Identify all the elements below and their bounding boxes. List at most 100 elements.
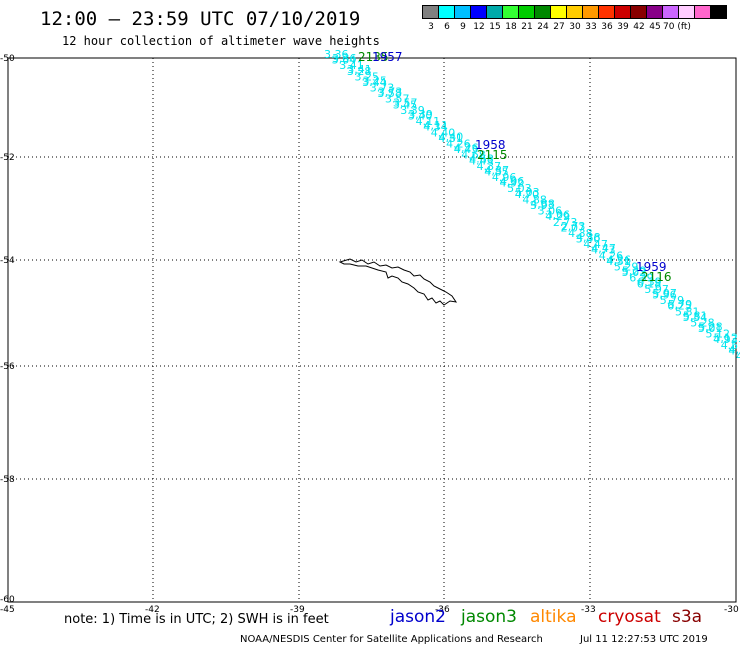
wave-height-value: 4.88 xyxy=(522,193,547,206)
color-legend-label: 9 xyxy=(460,22,466,32)
wave-height-value: 4.31 xyxy=(438,132,463,145)
lon-label: -39 xyxy=(290,605,305,615)
wave-height-value: 5.79 xyxy=(668,298,693,311)
wave-height-value: 3.36 xyxy=(324,48,349,61)
wave-height-value: 3.36 xyxy=(332,52,357,65)
wave-height-value: 5.03 xyxy=(515,186,540,199)
satellite-legend-cryosat: cryosat xyxy=(598,607,661,627)
wave-height-value: 2.73 xyxy=(553,216,578,229)
satellite-legend-jason2: jason2 xyxy=(390,607,446,627)
lon-label: -33 xyxy=(581,605,596,615)
color-legend-label: 45 xyxy=(649,22,661,32)
wave-height-value: 4.43 xyxy=(469,154,494,167)
wave-height-value: 4.40 xyxy=(439,130,464,143)
time-labels: 2135 1957 1958 2115 1959 2116 xyxy=(358,50,672,284)
satellite-legend-altika: altika xyxy=(530,607,577,627)
wave-height-value: 4.40 xyxy=(431,126,456,139)
wave-height-value: 4.88 xyxy=(530,197,555,210)
wave-height-value: 2.07 xyxy=(561,221,586,234)
wave-height-value: 6.39 xyxy=(637,276,662,289)
time-label: 2116 xyxy=(641,270,672,284)
grid-lines xyxy=(8,58,736,602)
lat-label: -54 xyxy=(0,256,15,266)
wave-height-value: 3.73 xyxy=(378,86,403,99)
wave-height-value: 5.79 xyxy=(660,294,685,307)
wave-height-value: 3.41 xyxy=(347,63,372,76)
color-legend-label: 27 xyxy=(553,22,565,32)
time-label: 2115 xyxy=(477,148,508,162)
lon-label: -42 xyxy=(145,605,160,615)
wave-height-value: 4.69 xyxy=(736,350,740,363)
wave-height-value: 4.38 xyxy=(568,227,593,240)
wave-height-value: 6.25 xyxy=(667,300,692,313)
wave-height-value: 6.18 xyxy=(637,277,662,290)
wave-height-value: 5.28 xyxy=(698,320,723,333)
wave-height-value: 3.73 xyxy=(370,82,395,95)
satellite-legend-s3a: s3a xyxy=(672,607,703,627)
lon-label: -45 xyxy=(0,605,15,615)
wave-height-value: 3.40 xyxy=(408,110,433,123)
wave-height-value: 5.29 xyxy=(622,265,647,278)
wave-height-value: 5.03 xyxy=(507,182,531,195)
wave-height-value: 4.11 xyxy=(416,115,441,128)
color-legend-bar xyxy=(422,5,727,19)
wave-height-value: 2.73 xyxy=(561,220,586,233)
wave-height-value: 4.57 xyxy=(721,339,740,352)
wave-height-value: 3.06 xyxy=(546,209,571,222)
lon-label: -36 xyxy=(435,605,450,615)
wave-height-value: 5.34 xyxy=(683,311,708,324)
wave-height-value: 5.12 xyxy=(714,332,739,345)
wave-height-value: 4.85 xyxy=(484,165,509,178)
wave-height-value: 4.43 xyxy=(454,143,479,156)
lat-label: -52 xyxy=(0,153,15,163)
wave-height-value: 4.68 xyxy=(461,149,486,162)
wave-height-value: 3.45 xyxy=(393,98,418,111)
wave-height-value: 4.51 xyxy=(606,255,631,268)
wave-height-value: 4.26 xyxy=(599,249,624,262)
wave-height-value: 4.57 xyxy=(729,343,740,356)
wave-height-value: 5.97 xyxy=(652,287,677,300)
color-legend-label: 15 xyxy=(489,22,501,32)
wave-height-value: 4.29 xyxy=(545,210,570,223)
time-label: 2135 xyxy=(358,50,389,64)
wave-height-value: 4.47 xyxy=(583,238,608,251)
wave-height-value: 4.11 xyxy=(424,119,449,132)
color-legend-label: 30 xyxy=(569,22,581,32)
wave-height-value: 4.70 xyxy=(515,188,540,201)
color-legend-labels: 3 6 9 12 15 18 21 24 27 30 33 36 39 42 45 70 (ft) xyxy=(423,22,703,32)
latitude-labels: -50 -52 -54 -56 -58 -60 xyxy=(0,54,15,605)
wave-height-value: 4.93 xyxy=(713,333,738,346)
time-label: 1958 xyxy=(475,138,506,152)
wave-height-value: 3.06 xyxy=(538,205,563,218)
map-frame xyxy=(7,57,737,603)
wave-height-value: 3.40 xyxy=(576,233,601,246)
wave-height-value: 5.28 xyxy=(690,316,715,329)
wave-height-value: 5.81 xyxy=(675,305,700,318)
wave-height-value: 4.37 xyxy=(485,164,510,177)
color-legend-label: 3 xyxy=(428,22,434,32)
lat-label: -60 xyxy=(0,595,15,605)
color-legend-label: 39 xyxy=(617,22,629,32)
lon-label: -30 xyxy=(724,605,739,615)
wave-height-value: 3.28 xyxy=(347,65,372,78)
wave-height-value: 3.44 xyxy=(362,76,387,89)
wave-height-value: 3.39 xyxy=(400,104,425,117)
island-outline xyxy=(338,258,458,306)
satellite-legend-jason3: jason3 xyxy=(461,607,517,627)
wave-height-value: 5.12 xyxy=(706,328,731,341)
track-layer: 3.363.363.643.413.413.283.253.253.443.73… xyxy=(324,48,740,363)
color-legend-label: 24 xyxy=(537,22,549,32)
wave-height-value: 4.96 xyxy=(500,175,525,188)
map-title: 12:00 – 23:59 UTC 07/10/2019 xyxy=(40,8,361,30)
wave-height-value: 4.37 xyxy=(477,160,502,173)
wave-height-value: 4.26 xyxy=(454,142,479,155)
wave-height-value: 4.38 xyxy=(576,231,601,244)
longitude-labels: -45 -42 -39 -36 -33 -30 xyxy=(0,605,739,615)
wave-height-value: 3.57 xyxy=(385,93,410,106)
wave-height-value: 3.25 xyxy=(355,70,380,83)
wave-height-value: 4.30 xyxy=(728,344,740,357)
wave-height-value: 5.97 xyxy=(644,283,669,296)
wave-height-value: 4.47 xyxy=(591,242,616,255)
color-legend-label: 21 xyxy=(521,22,533,32)
